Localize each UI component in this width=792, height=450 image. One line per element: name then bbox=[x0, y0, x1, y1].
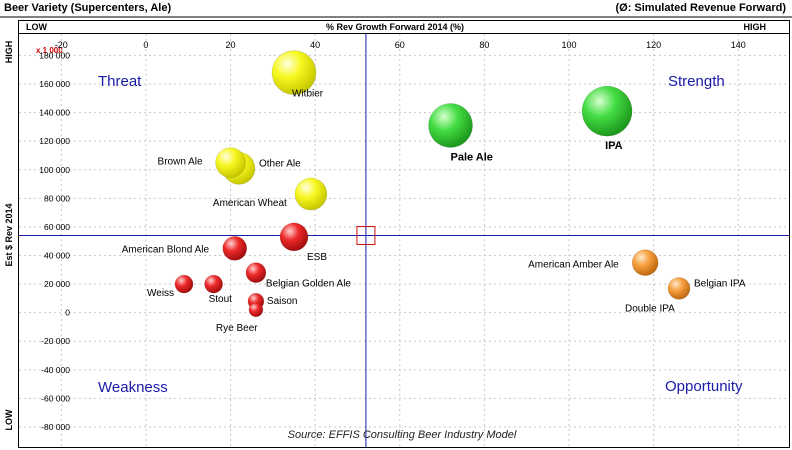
label-weiss: Weiss bbox=[147, 288, 174, 299]
x-tick-label: 80 bbox=[479, 40, 489, 50]
label-other-ale: Other Ale bbox=[259, 158, 301, 169]
bubble-belgian-ipa bbox=[667, 277, 691, 300]
gridlines bbox=[19, 34, 789, 447]
quadrant-threat: Threat bbox=[98, 73, 142, 90]
label-stout: Stout bbox=[209, 294, 233, 305]
y-tick-label: 140 000 bbox=[39, 108, 70, 118]
bubbles bbox=[174, 50, 691, 318]
y-tick-label: 80 000 bbox=[44, 193, 70, 203]
label-american-amber-ale: American Amber Ale bbox=[528, 260, 619, 271]
y-tick-label: 0 bbox=[65, 308, 70, 318]
x-tick-label: 40 bbox=[310, 40, 320, 50]
label-american-wheat: American Wheat bbox=[213, 198, 287, 209]
average-marker bbox=[356, 225, 376, 245]
y-tick-label: 40 000 bbox=[44, 251, 70, 261]
label-rye-beer: Rye Beer bbox=[216, 323, 258, 334]
label-belgian-golden-ale: Belgian Golden Ale bbox=[266, 279, 352, 290]
y-tick-label: 120 000 bbox=[39, 136, 70, 146]
label-saison: Saison bbox=[267, 296, 298, 307]
bubble-brown-ale bbox=[215, 147, 246, 178]
bubble-weiss bbox=[174, 274, 194, 294]
x-tick-label: 100 bbox=[561, 40, 576, 50]
bubble-stout bbox=[204, 274, 223, 294]
y-tick-label: 180 000 bbox=[39, 50, 70, 60]
y-multiplier: x 1 000 bbox=[36, 46, 63, 55]
bubble-labels: Witbier Pale Ale IPA Brown Ale Other Ale Amer… bbox=[122, 89, 746, 334]
quadrant-weakness: Weakness bbox=[98, 379, 168, 396]
label-pale-ale: Pale Ale bbox=[451, 151, 493, 163]
tick-labels: -20 0 20 40 60 80 100 120 140 180 000 160 000 140 0… bbox=[39, 40, 745, 432]
y-tick-label: -80 000 bbox=[41, 422, 70, 432]
bubble-pale-ale bbox=[428, 103, 473, 148]
crosshair bbox=[19, 34, 789, 447]
bubble-witbier bbox=[271, 50, 317, 95]
x-tick-label: 20 bbox=[226, 40, 236, 50]
y-tick-label: -60 000 bbox=[41, 393, 70, 403]
plot-border bbox=[18, 20, 790, 448]
label-belgian-ipa: Belgian IPA bbox=[694, 278, 746, 289]
bubble-american-amber-ale bbox=[631, 249, 659, 276]
y-tick-label: -20 000 bbox=[41, 336, 70, 346]
label-brown-ale: Brown Ale bbox=[158, 157, 203, 168]
x-tick-label: 0 bbox=[143, 40, 148, 50]
y-tick-label: 160 000 bbox=[39, 79, 70, 89]
x-tick-label: 140 bbox=[731, 40, 746, 50]
bubble-belgian-golden-ale bbox=[245, 262, 267, 283]
label-ipa: IPA bbox=[605, 140, 623, 152]
x-tick-label: 120 bbox=[646, 40, 661, 50]
bubble-rye-beer bbox=[248, 302, 264, 318]
top-axis-high: HIGH bbox=[744, 22, 767, 32]
bubble-esb bbox=[279, 222, 309, 252]
top-axis-low: LOW bbox=[26, 22, 47, 32]
label-american-blond-ale: American Blond Ale bbox=[122, 244, 210, 255]
y-tick-label: -40 000 bbox=[41, 365, 70, 375]
side-axis-low: LOW bbox=[4, 409, 14, 430]
x-tick-label: 60 bbox=[395, 40, 405, 50]
chart-subtitle: (Ø: Simulated Revenue Forward) bbox=[615, 2, 786, 14]
source-note: Source: EFFIS Consulting Beer Industry M… bbox=[288, 429, 517, 441]
y-tick-label: 100 000 bbox=[39, 165, 70, 175]
label-double-ipa: Double IPA bbox=[625, 303, 675, 314]
top-axis-label: % Rev Growth Forward 2014 (%) bbox=[326, 22, 464, 32]
quadrant-strength: Strength bbox=[668, 73, 725, 90]
bubble-american-blond-ale bbox=[222, 236, 248, 261]
side-axis-label: Est $ Rev 2014 bbox=[4, 203, 14, 266]
quadrant-opportunity: Opportunity bbox=[665, 378, 743, 395]
y-tick-label: 20 000 bbox=[44, 279, 70, 289]
label-esb: ESB bbox=[307, 252, 327, 263]
chart-title: Beer Variety (Supercenters, Ale) bbox=[4, 2, 172, 14]
x-tick-label: -20 bbox=[55, 40, 68, 50]
label-witbier: Witbier bbox=[292, 89, 324, 100]
y-tick-label: 60 000 bbox=[44, 222, 70, 232]
bubble-american-wheat bbox=[294, 177, 328, 211]
bubble-ipa bbox=[581, 85, 633, 137]
side-axis-high: HIGH bbox=[4, 41, 14, 64]
